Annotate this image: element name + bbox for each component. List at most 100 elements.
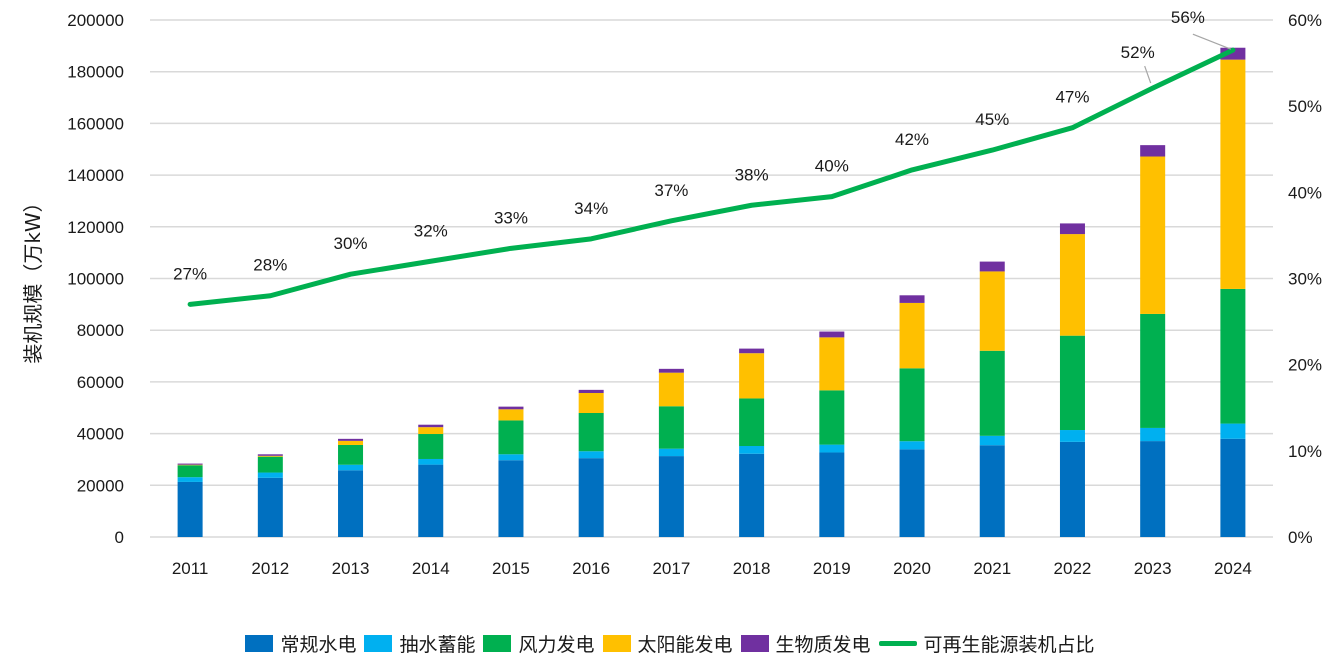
line-data-label: 34% — [574, 199, 608, 218]
bar-segment-wind — [578, 412, 604, 452]
bar-segment-pumped-storage — [819, 444, 845, 453]
legend-item-wind: 风力发电 — [483, 630, 595, 657]
y2-tick-label: 10% — [1288, 442, 1322, 461]
bar-segment-pumped-storage — [578, 451, 604, 459]
y2-tick-label: 40% — [1288, 183, 1322, 202]
bar-segment-pumped-storage — [658, 448, 684, 457]
y-tick-label: 40000 — [77, 425, 124, 444]
y-tick-label: 180000 — [67, 63, 124, 82]
line-data-label: 42% — [895, 130, 929, 149]
x-tick-label: 2024 — [1214, 559, 1252, 578]
x-tick-label: 2014 — [412, 559, 450, 578]
bar-segment-biomass — [979, 261, 1005, 272]
bar-segment-wind — [338, 444, 364, 465]
x-tick-label: 2023 — [1134, 559, 1172, 578]
y2-tick-label: 30% — [1288, 270, 1322, 289]
legend-label: 常规水电 — [280, 633, 357, 656]
legend-label: 生物质发电 — [775, 633, 871, 656]
bar-segment-pumped-storage — [257, 472, 283, 478]
bar-segment-wind — [257, 456, 283, 473]
bar-segment-hydro — [257, 477, 283, 537]
share-line — [187, 47, 1236, 307]
bar-stack-2012 — [257, 454, 283, 537]
bar-segment-biomass — [819, 331, 845, 338]
bar-segment-pumped-storage — [1059, 430, 1085, 442]
bar-stack-2013 — [338, 438, 364, 537]
bar-segment-wind — [418, 434, 444, 459]
y-tick-label: 20000 — [77, 476, 124, 495]
y2-tick-label: 60% — [1288, 11, 1322, 30]
x-tick-label: 2011 — [172, 559, 209, 578]
x-axis: 2011 2012 2013 2014 2015 2016 2017 2018 2019 2020… — [172, 559, 1252, 578]
bar-segment-pumped-storage — [338, 464, 364, 471]
bar-segment-biomass — [739, 348, 765, 354]
legend-swatch — [878, 640, 917, 646]
leader-line — [1192, 33, 1232, 50]
bar-segment-pumped-storage — [1140, 427, 1166, 442]
legend-item-pumped-storage: 抽水蓄能 — [364, 630, 475, 657]
bar-segment-solar — [979, 271, 1005, 351]
bar-stack-2021 — [979, 261, 1005, 537]
line-data-label: 28% — [253, 256, 287, 275]
bar-segment-hydro — [658, 456, 684, 537]
line-data-label: 47% — [1055, 88, 1089, 107]
line-data-label: 27% — [173, 264, 207, 283]
bar-segment-hydro — [1220, 438, 1246, 537]
bar-stack-2011 — [177, 463, 203, 537]
x-tick-label: 2012 — [251, 559, 289, 578]
bar-segment-solar — [658, 372, 684, 407]
line-data-label: 40% — [815, 157, 849, 176]
bar-segment-pumped-storage — [418, 458, 444, 465]
legend-swatch — [602, 634, 631, 652]
y-tick-label: 200000 — [67, 11, 124, 30]
bar-stack-2014 — [418, 424, 444, 537]
x-tick-label: 2015 — [492, 559, 530, 578]
x-tick-label: 2022 — [1054, 559, 1092, 578]
x-tick-label: 2016 — [572, 559, 610, 578]
bar-segment-solar — [498, 409, 524, 421]
bar-stack-2022 — [1059, 223, 1085, 537]
legend-label: 抽水蓄能 — [399, 633, 476, 656]
x-tick-label: 2021 — [973, 559, 1011, 578]
bar-segment-biomass — [578, 389, 604, 393]
x-tick-label: 2020 — [893, 559, 931, 578]
line-data-label: 38% — [735, 165, 769, 184]
y-tick-label: 140000 — [67, 166, 124, 185]
bar-stack-2020 — [899, 295, 925, 537]
bar-segment-hydro — [1140, 441, 1166, 537]
line-data-label: 37% — [654, 181, 688, 200]
legend-swatch — [245, 634, 274, 652]
bar-segment-solar — [739, 353, 765, 399]
data-labels: 27% 28% 30% 32% 33% 34% 37% 38% 40% 42% 45% 47% 52% 5… — [173, 8, 1232, 283]
bar-segment-hydro — [177, 481, 203, 537]
bar-segment-wind — [979, 350, 1005, 436]
bar-segment-pumped-storage — [979, 435, 1005, 446]
bar-segment-biomass — [177, 463, 203, 465]
line-data-label: 56% — [1171, 8, 1205, 27]
bar-segment-pumped-storage — [1220, 423, 1246, 439]
legend-label: 风力发电 — [518, 633, 595, 656]
y-tick-label: 80000 — [77, 321, 124, 340]
line-data-label: 45% — [975, 110, 1009, 129]
legend-item-hydro: 常规水电 — [245, 630, 356, 657]
bar-segment-wind — [1220, 288, 1246, 424]
bar-segment-solar — [1140, 156, 1166, 314]
gridlines — [150, 19, 1273, 538]
bar-segment-hydro — [578, 458, 604, 537]
bar-segment-pumped-storage — [899, 441, 925, 450]
bar-stack-2023 — [1140, 145, 1166, 537]
legend-label: 太阳能发电 — [637, 633, 733, 656]
y-axis-title: 装机规模（万kW） — [21, 192, 45, 363]
y-tick-label: 100000 — [67, 270, 124, 289]
bar-segment-hydro — [739, 453, 765, 537]
bar-segment-hydro — [498, 460, 524, 537]
y2-tick-label: 20% — [1288, 356, 1322, 375]
bar-segment-solar — [257, 455, 283, 457]
bar-stack-2018 — [739, 348, 765, 537]
bar-segment-wind — [1140, 313, 1166, 428]
y2-tick-label: 0% — [1288, 528, 1313, 547]
y-tick-label: 120000 — [67, 218, 124, 237]
line-data-label: 32% — [414, 221, 448, 240]
bar-segment-solar — [1220, 59, 1246, 289]
x-tick-label: 2018 — [733, 559, 771, 578]
